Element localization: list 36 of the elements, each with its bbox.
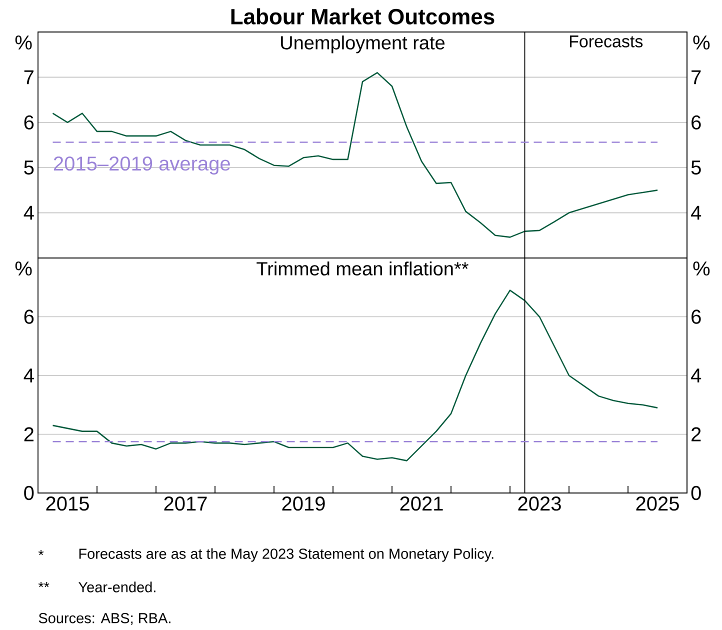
text: Year-ended. xyxy=(78,582,156,592)
x-tick-label: 2023 xyxy=(518,496,561,511)
y2-tick-label: 7 xyxy=(692,70,701,84)
x-tick-label: 2025 xyxy=(636,496,679,511)
y2-tick-label: 6 xyxy=(692,310,701,324)
y2-tick-label: 4 xyxy=(691,206,702,220)
chart-title: Labour Market Outcomes xyxy=(231,8,494,24)
y-tick-label: 5 xyxy=(24,160,34,175)
ref-line-label: 2015–2019 average xyxy=(54,156,230,175)
y-tick-label: 2 xyxy=(24,427,34,442)
chart-subtitle: Unemployment rate xyxy=(281,36,445,54)
ref-line-label: Forecasts xyxy=(570,36,643,48)
y-tick-label: 4 xyxy=(24,368,34,382)
y2-tick-label: 6 xyxy=(692,115,701,130)
text: ** xyxy=(38,582,50,588)
y-tick-label: 6 xyxy=(24,115,34,130)
y2-axis-title: % xyxy=(693,36,710,50)
text: Forecasts are as at the May 2023 Statement on Monetary Policy. xyxy=(79,548,494,562)
source-note: Sources: ABS; RBA. xyxy=(38,613,170,625)
x-tick-label: 2021 xyxy=(400,496,443,511)
y-axis-title: % xyxy=(15,262,32,276)
y-axis-title: % xyxy=(15,36,32,50)
text: * xyxy=(38,550,44,556)
y2-tick-label: 0 xyxy=(691,486,701,500)
y-tick-label: 6 xyxy=(24,310,34,324)
x-tick-label: 2019 xyxy=(282,496,325,511)
x-tick-label: 2017 xyxy=(164,496,207,511)
y2-tick-label: 2 xyxy=(692,427,701,442)
chart-title: Trimmed mean inflation** xyxy=(256,262,468,276)
y2-tick-label: 4 xyxy=(691,368,702,382)
y-tick-label: 7 xyxy=(24,70,34,84)
y-tick-label: 4 xyxy=(24,206,34,220)
y2-tick-label: 5 xyxy=(691,160,701,175)
y-tick-label: 0 xyxy=(24,486,34,500)
x-tick-label: 2015 xyxy=(46,496,89,511)
y2-axis-title: % xyxy=(693,262,710,276)
